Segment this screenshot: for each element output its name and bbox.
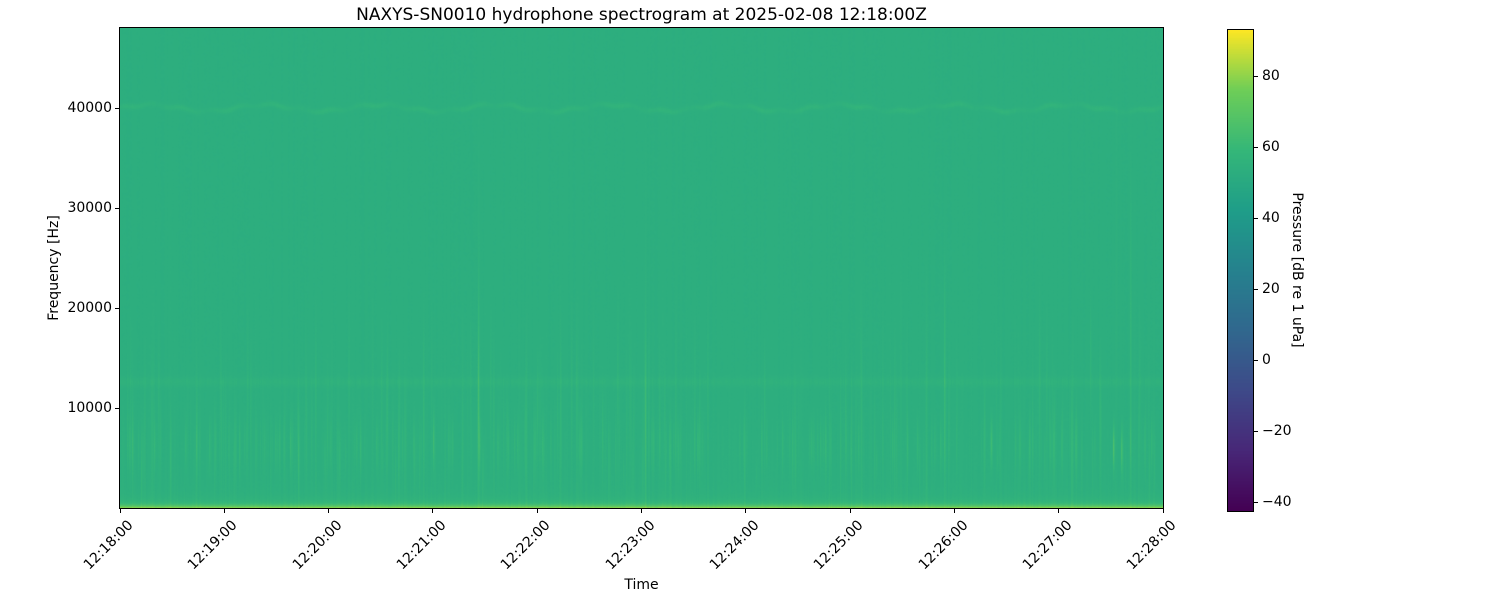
x-tick-label: 12:18:00 (80, 517, 137, 574)
y-tick-label: 10000 (67, 400, 112, 416)
x-tick-mark (432, 509, 434, 513)
x-tick-label: 12:23:00 (602, 517, 659, 574)
x-tick-mark (641, 509, 642, 513)
x-tick-label: 12:22:00 (498, 517, 554, 574)
colorbar-tick-mark (1254, 75, 1258, 77)
colorbar-tick-label: 80 (1262, 68, 1280, 85)
x-tick-label: 12:27:00 (1019, 517, 1076, 574)
colorbar-gradient (1228, 30, 1253, 511)
x-tick-label: 12:20:00 (289, 517, 346, 574)
x-tick-mark (953, 509, 955, 513)
colorbar-tick-mark (1254, 359, 1258, 361)
colorbar-tick-label: 60 (1262, 139, 1280, 156)
chart-title: NAXYS-SN0010 hydrophone spectrogram at 2… (356, 5, 927, 25)
x-axis-label: Time (624, 577, 659, 593)
spectrogram-axes (119, 27, 1164, 509)
colorbar-tick-mark (1254, 501, 1258, 503)
x-tick-mark (328, 509, 330, 513)
colorbar-tick-mark (1254, 288, 1258, 290)
y-tick-mark (115, 107, 119, 109)
x-tick-mark (119, 509, 121, 513)
x-tick-label: 12:28:00 (1123, 517, 1180, 574)
y-tick-label: 20000 (67, 300, 112, 316)
spectrogram-image (120, 28, 1163, 508)
x-tick-label: 12:21:00 (393, 517, 450, 574)
y-tick-mark (115, 207, 119, 209)
x-tick-label: 12:26:00 (915, 517, 972, 574)
x-tick-label: 12:19:00 (185, 517, 241, 574)
x-tick-mark (536, 509, 538, 513)
x-tick-mark (223, 509, 225, 513)
colorbar (1227, 29, 1254, 512)
x-tick-label: 12:25:00 (810, 517, 867, 574)
x-tick-label: 12:24:00 (706, 517, 763, 574)
colorbar-tick-mark (1254, 217, 1258, 219)
y-tick-mark (115, 307, 119, 309)
colorbar-tick-mark (1254, 430, 1258, 432)
colorbar-tick-label: 20 (1262, 281, 1280, 298)
y-tick-label: 40000 (67, 100, 112, 116)
colorbar-tick-label: −40 (1262, 494, 1292, 511)
x-tick-mark (1058, 509, 1060, 513)
y-axis-label: Frequency [Hz] (46, 215, 62, 321)
x-tick-mark (849, 509, 851, 513)
y-tick-label: 30000 (67, 200, 112, 216)
y-tick-mark (115, 407, 119, 409)
x-tick-mark (745, 509, 747, 513)
colorbar-label: Pressure [dB re 1 uPa] (1289, 192, 1305, 348)
colorbar-tick-label: 40 (1262, 210, 1280, 227)
colorbar-tick-mark (1254, 146, 1258, 148)
colorbar-tick-label: 0 (1262, 352, 1271, 369)
x-tick-mark (1162, 509, 1164, 513)
colorbar-tick-label: −20 (1262, 423, 1292, 440)
